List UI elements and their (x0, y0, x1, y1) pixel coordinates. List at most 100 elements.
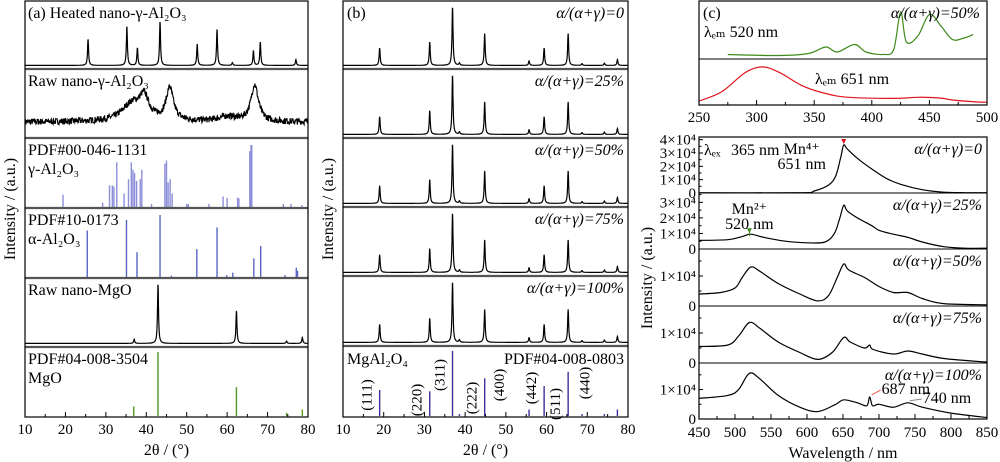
peak-annotation: 651 nm (777, 156, 826, 173)
y-tick-label: 0 (689, 299, 697, 315)
x-tick-label: 10 (18, 422, 33, 438)
x-tick-label: 80 (301, 422, 316, 438)
emission-spectrum (698, 372, 988, 419)
y-tick-label: 1×10⁴ (660, 269, 696, 285)
composition-label: α/(α+γ)=75% (893, 310, 982, 327)
x-tick-label: 750 (904, 425, 927, 441)
subplot-label: Raw nano-MgO (28, 282, 132, 299)
phase-label: MgAl₂O₄ (347, 351, 408, 368)
emission-spectrum (698, 204, 988, 249)
y-tick-label: 0 (689, 242, 697, 258)
y-tick-label: 3×10⁴ (660, 195, 696, 211)
x-axis-label: 2θ / (°) (463, 442, 508, 459)
y-axis-label: Intensity / (a.u.) (320, 158, 337, 260)
y-tick-label: 0 (689, 356, 697, 372)
y-tick-label: 0 (689, 412, 697, 428)
composition-label: α/(α+γ)=100% (885, 367, 982, 384)
subplot-label: γ-Al₂O₃ (27, 161, 79, 178)
subplot-label: PDF#04-008-3504 (28, 351, 148, 368)
composition-label: α/(α+γ)=50% (535, 142, 624, 159)
diffraction-pattern (343, 213, 628, 273)
peak-annotation: 520 nm (725, 216, 774, 233)
peak-annotation: 740 nm (923, 390, 972, 407)
peak-annotation: Mn²⁺ (732, 201, 767, 218)
x-tick-label: 850 (976, 425, 999, 441)
composition-label: α/(α+γ)=25% (893, 197, 982, 214)
excitation-spectrum (727, 11, 974, 57)
miller-index-label: (222) (465, 382, 481, 415)
x-tick-label: 650 (832, 425, 855, 441)
miller-index-label: (220) (410, 384, 426, 417)
annotation-arrow (909, 398, 922, 402)
y-axis-label: Intensity / (a.u.) (2, 158, 19, 260)
x-tick-label: 350 (803, 110, 826, 126)
subplot-label: MgO (28, 370, 62, 387)
y-tick-label: 4×10⁴ (660, 133, 696, 149)
peak-annotation: 687 nm (882, 381, 931, 398)
x-tick-label: 450 (688, 425, 711, 441)
x-tick-label: 300 (745, 110, 768, 126)
x-tick-label: 50 (179, 422, 194, 438)
x-tick-label: 30 (98, 422, 113, 438)
peak-annotation: Mn⁴⁺ (784, 141, 820, 158)
excitation-wavelength: 365 nm (731, 142, 780, 159)
emission-spectrum (698, 321, 988, 363)
x-tick-label: 40 (139, 422, 154, 438)
x-tick-label: 800 (940, 425, 963, 441)
x-tick-label: 50 (498, 422, 513, 438)
subplot-label: Raw nano-γ-Al₂O₃ (28, 73, 149, 90)
x-axis-label: Wavelength / nm (789, 445, 898, 462)
subplot-label: PDF#00-046-1131 (28, 142, 147, 159)
pdf-card-label: PDF#04-008-0803 (504, 351, 624, 368)
y-tick-label: 2×10⁴ (660, 159, 696, 175)
x-tick-label: 10 (336, 422, 351, 438)
composition-label: α/(α+γ)=0 (914, 141, 982, 158)
diffraction-pattern (24, 83, 309, 127)
emission-spectrum (698, 144, 988, 194)
composition-label: α/(α+γ)=50% (893, 253, 982, 270)
y-tick-label: 2×10⁴ (660, 211, 696, 227)
x-tick-label: 500 (724, 425, 747, 441)
subplot-label: (a) Heated nano-γ-Al₂O₃ (28, 5, 187, 22)
x-tick-label: 80 (621, 422, 636, 438)
x-tick-label: 450 (918, 110, 941, 126)
x-tick-label: 600 (796, 425, 819, 441)
excitation-label: λₑₓ (704, 142, 721, 159)
y-tick-label: 1×10⁴ (660, 226, 696, 242)
composition-label: α/(α+γ)=75% (535, 211, 624, 228)
emission-spectrum (698, 263, 988, 306)
composition-label: α/(α+γ)=0 (556, 5, 624, 22)
excitation-spectrum (698, 66, 988, 103)
x-tick-label: 20 (58, 422, 73, 438)
x-tick-label: 60 (539, 422, 554, 438)
miller-index-label: (442) (524, 372, 540, 405)
annotation-arrow (871, 389, 881, 396)
x-tick-label: 70 (260, 422, 275, 438)
panel-label: (b) (347, 5, 366, 22)
x-tick-label: 400 (861, 110, 884, 126)
miller-index-label: (511) (548, 388, 564, 420)
miller-index-label: (111) (360, 379, 376, 410)
x-tick-label: 250 (688, 110, 711, 126)
x-tick-label: 60 (220, 422, 235, 438)
diffraction-pattern (343, 282, 628, 343)
composition-label: α/(α+γ)=50% (891, 5, 980, 22)
x-axis-label: 2θ / (°) (144, 442, 189, 459)
series-label-green: λₑₘ 520 nm (704, 24, 779, 41)
arrowhead (746, 228, 752, 234)
series-label-red: λₑₘ 651 nm (815, 71, 890, 88)
y-tick-label: 3×10⁴ (660, 146, 696, 162)
arrowhead (841, 139, 847, 144)
x-tick-label: 700 (868, 425, 891, 441)
miller-index-label: (400) (492, 369, 508, 402)
y-tick-label: 1×10⁴ (660, 326, 696, 342)
y-axis-label: Intensity / (a.u.) (639, 227, 656, 329)
y-tick-label: 1×10⁴ (660, 383, 696, 399)
x-tick-label: 30 (417, 422, 432, 438)
diffraction-pattern (343, 75, 628, 135)
subplot-label: PDF#10-0173 (28, 212, 119, 229)
diffraction-pattern (343, 144, 628, 204)
composition-label: α/(α+γ)=25% (535, 73, 624, 90)
y-tick-label: 0 (689, 186, 697, 202)
